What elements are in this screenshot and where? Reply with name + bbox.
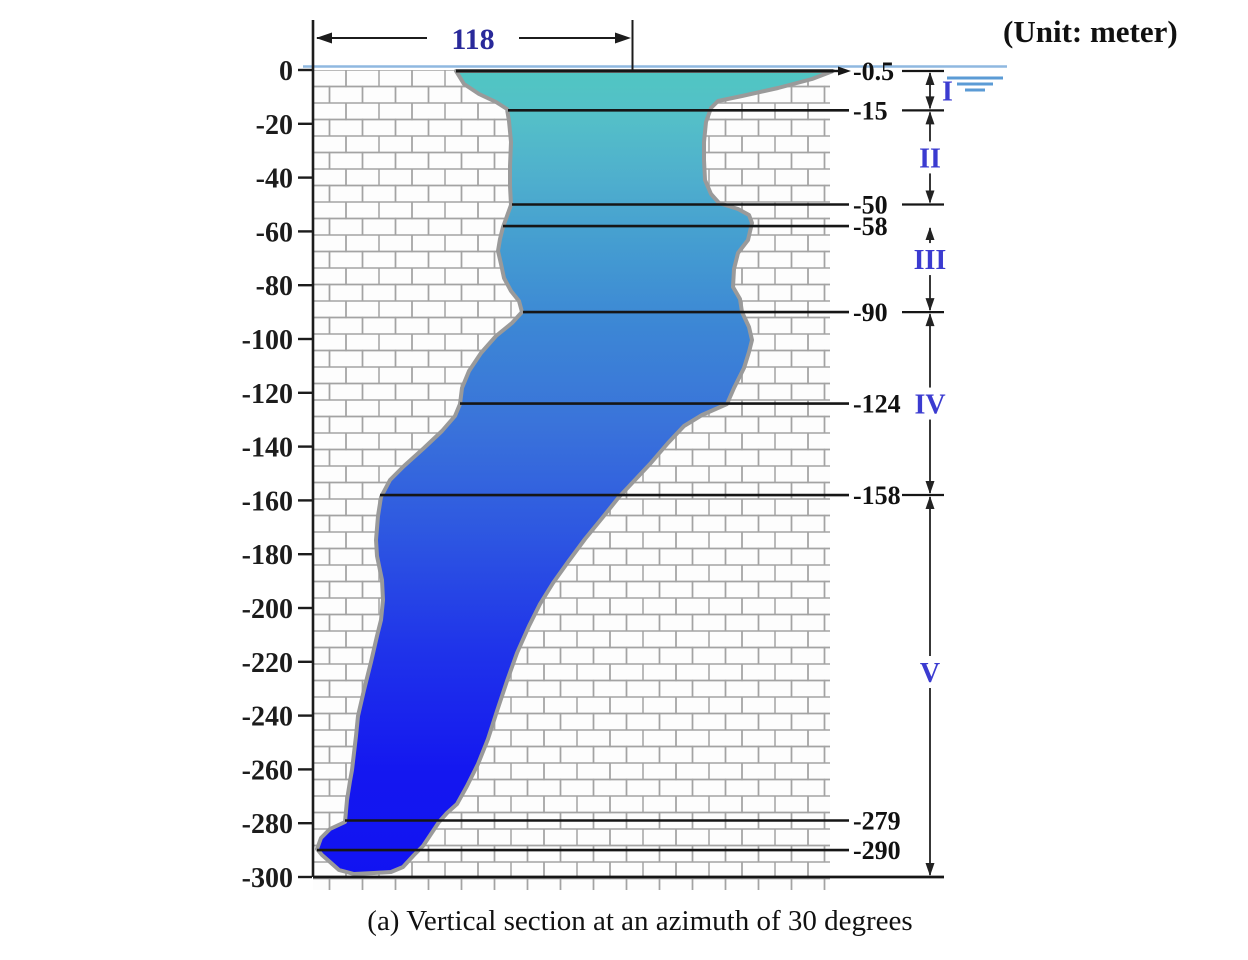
width-dimension: [316, 20, 634, 70]
axis-tick-label: -180: [242, 540, 293, 571]
zone-arrow-up: [925, 111, 935, 125]
depth-label: -290: [853, 836, 901, 865]
axis-tick-label: -40: [256, 164, 293, 195]
zone-arrow-up: [925, 227, 935, 241]
axis-tick-label: -220: [242, 648, 293, 679]
axis-tick-label: -300: [242, 863, 293, 894]
depth-label: -0.5: [853, 57, 894, 86]
zone-arrow-down: [925, 96, 935, 110]
zone-label-backing: [914, 243, 946, 276]
zone-label: V: [920, 658, 940, 689]
depth-label: -124: [853, 390, 901, 419]
zone-label-backing: [914, 387, 946, 420]
zone-arrow-up: [925, 72, 935, 85]
unit-label: (Unit: meter): [1003, 14, 1178, 49]
axis-tick-label: -100: [242, 325, 293, 356]
zone-label: I: [942, 77, 953, 108]
width-dimension-label: 118: [451, 23, 494, 56]
zone-arrow-down: [925, 863, 935, 876]
zone-arrow-down: [925, 481, 935, 495]
zone-arrow-down: [925, 190, 935, 204]
zone-arrow-up: [925, 313, 935, 327]
water-level-icon: [947, 76, 1003, 92]
axis-tick-label: -140: [242, 433, 293, 464]
axis-tick-label: -120: [242, 379, 293, 410]
depth-label: -90: [853, 298, 888, 327]
zone-arrow-down: [925, 298, 935, 312]
axis-tick-label: -280: [242, 809, 293, 840]
depth-leader-arrow: [838, 66, 851, 76]
zone-label: II: [919, 143, 941, 174]
axis-tick-label: -260: [242, 755, 293, 786]
dim-arrow-right: [615, 32, 631, 44]
zone-arrow-up: [925, 496, 935, 510]
axis-tick-label: -240: [242, 702, 293, 733]
depth-label: -279: [853, 807, 901, 836]
axis-tick-label: 0: [279, 56, 293, 87]
zone-label-backing: [914, 656, 946, 689]
zone-label: IV: [914, 390, 945, 421]
zone-label-backing: [914, 141, 946, 174]
depth-label: -15: [853, 96, 888, 125]
axis-tick-label: -20: [256, 110, 293, 141]
depth-label: -58: [853, 212, 888, 241]
depth-label: -50: [853, 191, 888, 220]
axis-tick-label: -80: [256, 271, 293, 302]
axis-tick-label: -160: [242, 486, 293, 517]
axis-tick-label: -60: [256, 217, 293, 248]
depth-label: -158: [853, 481, 901, 510]
dim-arrow-left: [316, 32, 332, 44]
depth-marker-lines: -0.5 -15 -50-58 -90 -124 -158 -279-290: [317, 57, 944, 865]
zone-label: III: [914, 245, 947, 276]
figure-caption: (a) Vertical section at an azimuth of 30…: [367, 905, 912, 937]
cavity-shape: [315, 69, 835, 876]
depth-axis-ticks: 0 -20 -40 -60 -80 -100 -120 -140 -160 -180 -200 -22…: [242, 56, 312, 894]
axis-tick-label: -200: [242, 594, 293, 625]
